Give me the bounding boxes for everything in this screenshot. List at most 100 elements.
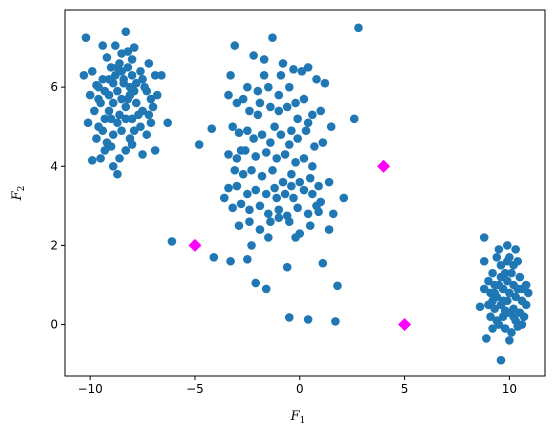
data-point-178: [284, 217, 294, 226]
data-point-93: [303, 63, 313, 72]
data-point-158: [299, 185, 309, 195]
data-point-6: [87, 67, 97, 76]
centroid-marker-0: [188, 238, 202, 252]
data-point-198: [287, 126, 296, 135]
data-point-61: [123, 47, 133, 56]
data-point-68: [134, 110, 143, 120]
data-point-248: [494, 320, 504, 329]
data-point-3: [129, 43, 139, 52]
data-point-42: [117, 126, 126, 135]
data-point-154: [261, 189, 271, 199]
data-point-64: [94, 82, 103, 92]
data-point-139: [230, 165, 240, 175]
data-point-156: [280, 189, 290, 199]
data-point-251: [513, 322, 523, 331]
data-point-37: [92, 134, 101, 143]
data-point-262: [498, 296, 508, 306]
data-point-98: [264, 82, 273, 92]
data-point-183: [324, 225, 334, 234]
data-point-147: [305, 173, 315, 183]
data-point-95: [320, 78, 330, 88]
data-point-70: [108, 78, 118, 88]
data-point-174: [245, 217, 254, 226]
data-point-105: [255, 98, 265, 108]
data-point-265: [505, 252, 514, 262]
data-point-210: [479, 233, 489, 242]
data-point-175: [255, 225, 265, 234]
data-point-212: [511, 245, 520, 254]
data-point-117: [243, 126, 252, 135]
data-point-205: [272, 193, 282, 203]
data-point-17: [127, 70, 137, 80]
data-point-141: [247, 165, 256, 175]
data-point-91: [289, 65, 298, 74]
x-axis-label-main: F: [290, 409, 301, 424]
data-point-87: [249, 51, 258, 60]
data-point-263: [509, 312, 518, 321]
data-point-33: [100, 114, 110, 124]
data-point-60: [127, 140, 137, 149]
data-point-144: [278, 177, 288, 187]
y-axis-label: F2: [10, 186, 27, 202]
data-point-240: [521, 300, 531, 310]
data-point-164: [255, 201, 265, 211]
data-point-30: [113, 86, 122, 96]
data-point-165: [264, 209, 273, 219]
data-point-162: [236, 199, 246, 209]
data-point-135: [280, 150, 290, 159]
data-point-153: [251, 185, 261, 195]
data-point-21: [146, 94, 156, 104]
data-point-172: [339, 193, 349, 203]
data-point-108: [282, 102, 292, 112]
data-point-119: [257, 130, 267, 139]
data-point-134: [272, 154, 282, 163]
data-point-82: [138, 150, 147, 159]
data-point-253: [505, 336, 514, 345]
data-point-111: [308, 110, 317, 120]
data-point-249: [500, 324, 510, 333]
data-point-52: [121, 146, 131, 155]
data-point-23: [148, 102, 158, 112]
data-point-75: [98, 74, 108, 84]
data-point-113: [326, 122, 336, 132]
data-point-83: [106, 114, 116, 124]
data-point-88: [268, 33, 277, 42]
data-point-118: [249, 134, 258, 143]
data-point-250: [507, 328, 516, 337]
data-point-161: [228, 203, 237, 213]
data-point-241: [486, 312, 495, 321]
centroid-markers: [188, 159, 412, 332]
data-point-163: [245, 205, 254, 215]
data-point-203: [259, 70, 269, 80]
data-point-217: [515, 272, 525, 282]
x-tick-label: −10: [77, 382, 102, 396]
data-point-40: [108, 130, 118, 139]
x-axis-label-subscript: 1: [300, 416, 306, 426]
data-point-35: [90, 106, 99, 116]
data-point-56: [96, 154, 105, 163]
data-point-199: [253, 110, 263, 120]
data-point-171: [329, 209, 338, 219]
data-point-195: [331, 317, 340, 326]
data-point-209: [220, 193, 229, 203]
data-point-231: [511, 292, 520, 302]
data-point-5: [79, 70, 89, 80]
data-point-76: [123, 94, 133, 104]
data-point-124: [301, 126, 311, 135]
data-point-176: [266, 217, 275, 226]
data-point-100: [284, 82, 294, 92]
data-point-122: [284, 140, 294, 149]
data-point-129: [224, 150, 233, 159]
data-point-81: [127, 55, 137, 64]
data-point-123: [293, 134, 302, 143]
data-point-43: [121, 114, 131, 124]
data-point-220: [479, 284, 489, 294]
data-point-143: [268, 165, 277, 175]
data-point-4: [121, 27, 131, 37]
data-point-151: [232, 181, 242, 191]
data-point-77: [129, 86, 139, 96]
data-point-125: [310, 142, 319, 151]
data-point-112: [316, 106, 326, 116]
data-point-74: [136, 67, 145, 76]
data-point-186: [209, 252, 219, 262]
